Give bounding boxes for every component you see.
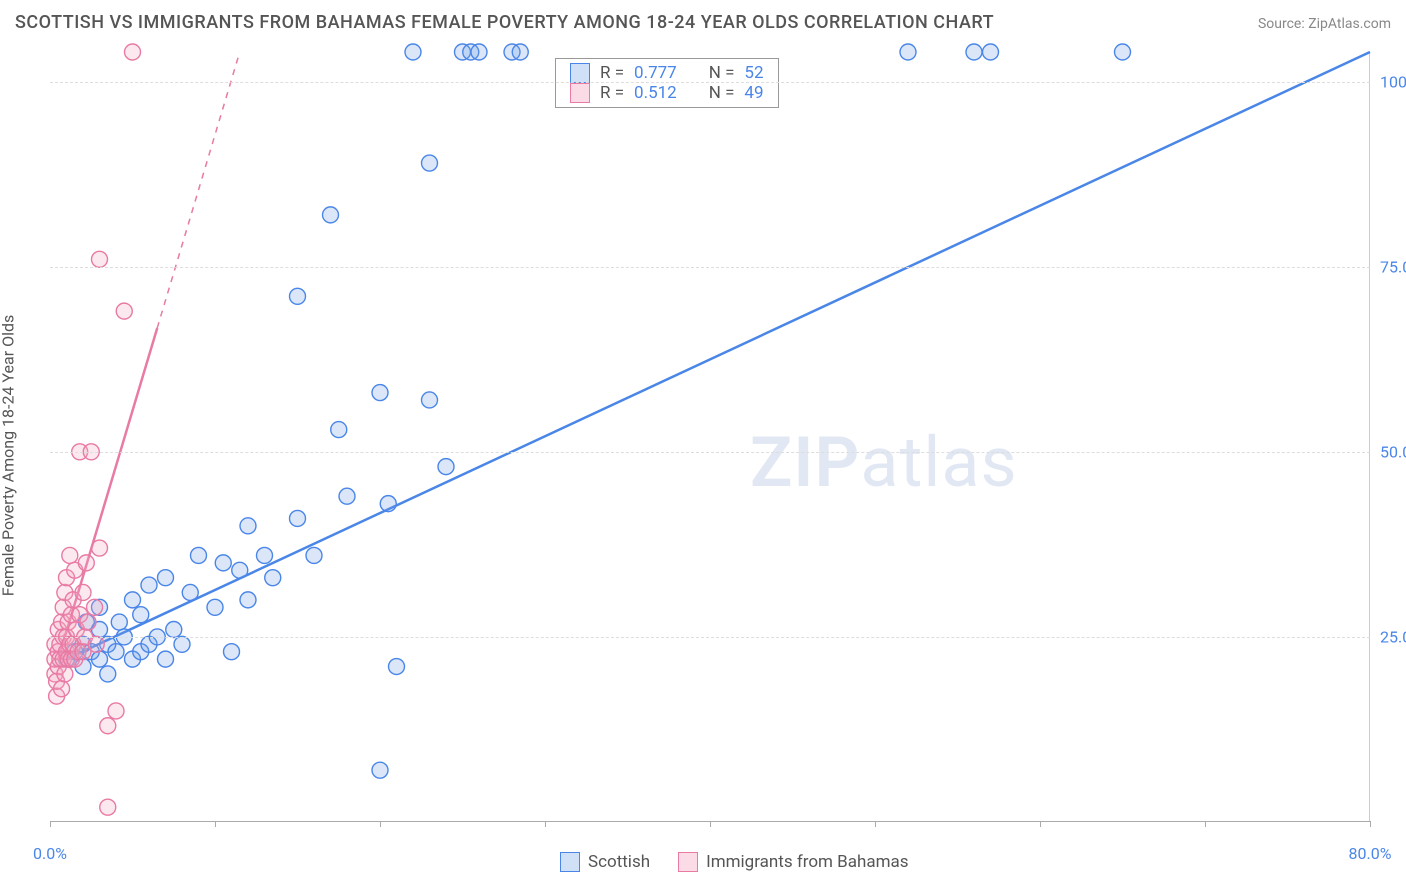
r-value: 0.512 bbox=[634, 83, 677, 103]
x-tick bbox=[1205, 821, 1206, 827]
x-tick bbox=[875, 821, 876, 827]
x-tick bbox=[215, 821, 216, 827]
x-tick bbox=[545, 821, 546, 827]
y-tick-label: 25.0% bbox=[1380, 627, 1406, 646]
legend-swatch bbox=[570, 83, 590, 103]
y-tick-label: 100.0% bbox=[1380, 72, 1406, 91]
plot-area: ZIPatlas R =0.777N =52R =0.512N =49 25.0… bbox=[50, 52, 1370, 822]
legend-item: Scottish bbox=[560, 852, 650, 872]
chart-title: SCOTTISH VS IMMIGRANTS FROM BAHAMAS FEMA… bbox=[15, 12, 994, 33]
n-label: N = bbox=[709, 83, 735, 103]
y-tick-label: 75.0% bbox=[1380, 257, 1406, 276]
title-bar: SCOTTISH VS IMMIGRANTS FROM BAHAMAS FEMA… bbox=[15, 12, 1391, 33]
scatter-chart bbox=[50, 52, 1370, 821]
x-tick bbox=[1370, 821, 1371, 827]
gridline bbox=[50, 267, 1370, 268]
x-tick bbox=[50, 821, 51, 827]
x-tick bbox=[710, 821, 711, 827]
legend-swatch bbox=[570, 63, 590, 83]
correlation-legend: R = 0.777 N = 52 R = 0.512 N = 49 bbox=[555, 58, 779, 108]
x-tick-label: 80.0% bbox=[1349, 844, 1392, 863]
y-tick-label: 50.0% bbox=[1380, 442, 1406, 461]
source-label: Source: ZipAtlas.com bbox=[1258, 16, 1391, 32]
x-tick bbox=[1040, 821, 1041, 827]
legend-row: R = 0.512 N = 49 bbox=[570, 83, 764, 103]
gridline bbox=[50, 82, 1370, 83]
legend-label: Immigrants from Bahamas bbox=[706, 852, 908, 872]
r-label: R = bbox=[600, 83, 624, 103]
legend-swatch bbox=[678, 852, 698, 872]
legend-swatch bbox=[560, 852, 580, 872]
legend-item: Immigrants from Bahamas bbox=[678, 852, 908, 872]
y-axis-label: Female Poverty Among 18-24 Year Olds bbox=[0, 315, 18, 597]
r-value: 0.777 bbox=[634, 63, 677, 83]
n-label: N = bbox=[709, 63, 735, 83]
n-value: 49 bbox=[744, 83, 763, 103]
gridline bbox=[50, 452, 1370, 453]
gridline bbox=[50, 637, 1370, 638]
legend-label: Scottish bbox=[588, 852, 650, 872]
legend-row: R = 0.777 N = 52 bbox=[570, 63, 764, 83]
series-legend: Scottish Immigrants from Bahamas bbox=[560, 852, 909, 872]
n-value: 52 bbox=[744, 63, 763, 83]
x-tick-label: 0.0% bbox=[33, 844, 67, 863]
r-label: R = bbox=[600, 63, 624, 83]
x-tick bbox=[380, 821, 381, 827]
